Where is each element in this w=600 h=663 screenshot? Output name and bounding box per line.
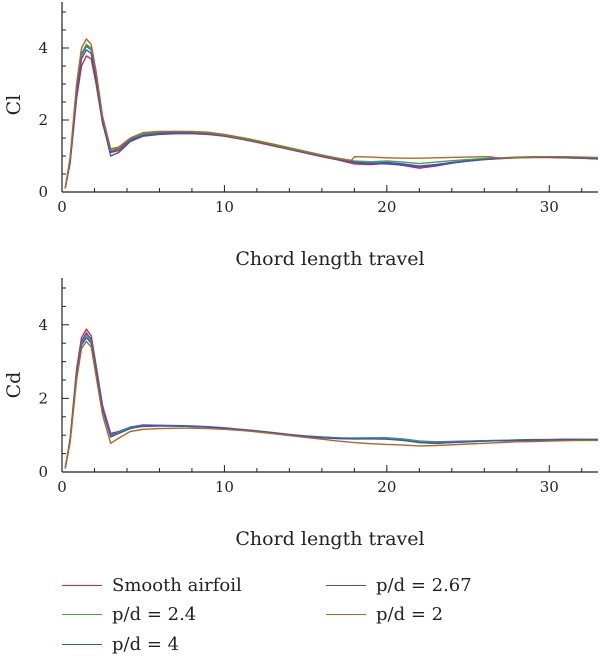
- cl-y-tick-label: 2: [38, 111, 48, 129]
- legend-item-pd-4: p/d = 4: [62, 634, 179, 655]
- legend-swatch: [326, 585, 366, 586]
- legend-label: p/d = 2.4: [112, 604, 197, 625]
- cd-y-tick-label: 4: [38, 316, 48, 334]
- legend-swatch: [62, 585, 102, 586]
- cl-y-tick-label: 4: [38, 39, 48, 57]
- cd-series-line-p-d-2-4: [64, 334, 598, 469]
- cl-series-line-p-d-2-67: [64, 45, 599, 189]
- cd-y-tick-label: 2: [38, 389, 48, 407]
- legend-swatch: [62, 644, 102, 645]
- cl-series-line-smooth-airfoil: [64, 55, 599, 189]
- cl-chart: Cl Chord length travel 0 10 20 30 0 2 4: [3, 2, 599, 270]
- cl-y-tick-label: 0: [38, 183, 48, 201]
- cd-series-line-p-d-2-67: [64, 332, 598, 469]
- legend-label: p/d = 2.67: [376, 575, 472, 596]
- cl-y-axis-title: Cl: [3, 95, 25, 116]
- cl-series-line-p-d-2: [64, 38, 599, 189]
- legend-swatch: [326, 614, 366, 615]
- legend-label: p/d = 4: [112, 634, 180, 655]
- legend: Smooth airfoil p/d = 2.4 p/d = 4 p/d = 2…: [0, 570, 600, 663]
- legend-item-smooth-airfoil: Smooth airfoil: [62, 575, 242, 596]
- cl-x-tick-label: 0: [57, 198, 67, 216]
- cl-x-tick-label: 30: [540, 198, 559, 216]
- legend-item-pd-2-67: p/d = 2.67: [326, 575, 472, 596]
- cl-x-tick-label: 10: [215, 198, 234, 216]
- cd-y-axis-title: Cd: [3, 372, 25, 399]
- cd-series-line-smooth-airfoil: [64, 328, 598, 469]
- cd-chart: Cd Chord length travel 0 10 20 30 0 2 4: [3, 278, 598, 550]
- cd-series-line-p-d-4: [64, 337, 598, 469]
- cd-x-tick-label: 0: [57, 478, 67, 496]
- legend-label: p/d = 2: [376, 604, 444, 625]
- cl-series-line-p-d-2-4: [64, 43, 599, 189]
- cd-series-line-p-d-2: [64, 340, 598, 469]
- cd-x-tick-label: 20: [377, 478, 396, 496]
- cl-series-line-p-d-4: [64, 49, 599, 189]
- cd-x-axis-title: Chord length travel: [235, 528, 424, 550]
- cd-x-tick-label: 30: [540, 478, 559, 496]
- cd-y-tick-label: 0: [38, 463, 48, 481]
- legend-item-pd-2-4: p/d = 2.4: [62, 604, 196, 625]
- cd-x-tick-label: 10: [215, 478, 234, 496]
- cl-x-axis-title: Chord length travel: [235, 248, 424, 270]
- legend-item-pd-2: p/d = 2: [326, 604, 443, 625]
- legend-label: Smooth airfoil: [112, 575, 242, 596]
- legend-swatch: [62, 614, 102, 615]
- cl-x-tick-label: 20: [377, 198, 396, 216]
